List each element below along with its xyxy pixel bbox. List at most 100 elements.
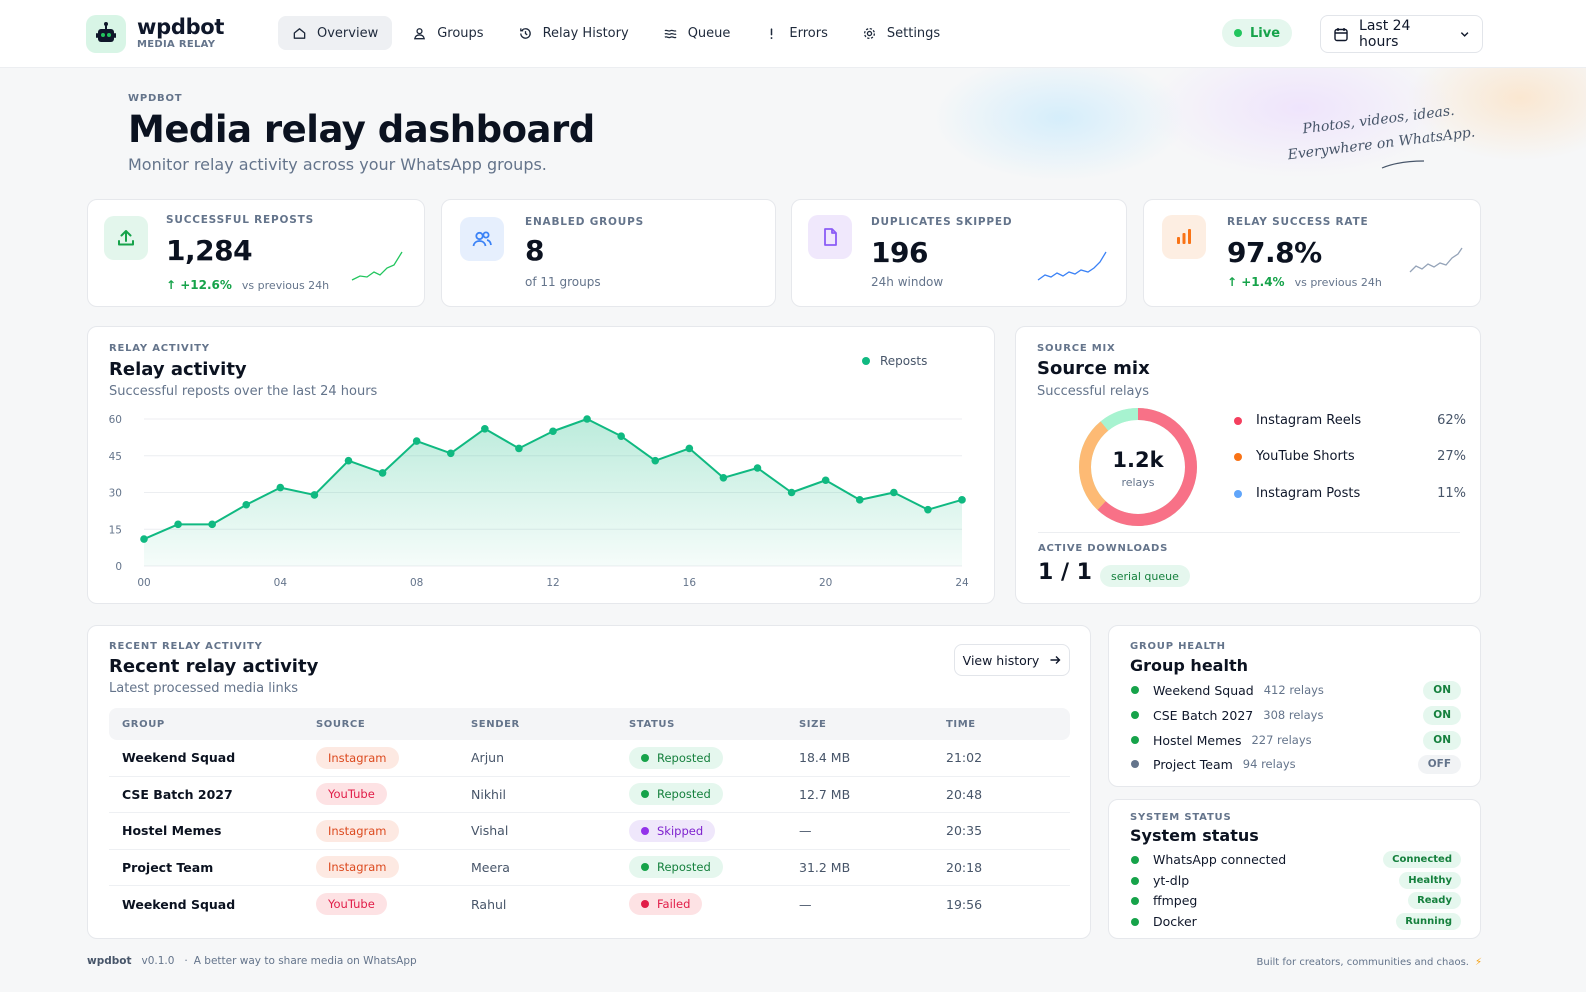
group-health-item[interactable]: CSE Batch 2027 308 relays ON <box>1131 705 1461 725</box>
nav-queue[interactable]: Queue <box>649 16 745 50</box>
stat-card-groups: ENABLED GROUPS 8 of 11 groups <box>441 199 776 307</box>
status-dot-icon <box>1131 711 1139 719</box>
gear-icon <box>863 27 875 39</box>
y-tick-label: 15 <box>109 524 122 536</box>
system-state-badge: Healthy <box>1399 872 1461 889</box>
status-label: Reposted <box>657 750 711 765</box>
status-dot-icon <box>1131 760 1139 768</box>
cell-size: — <box>799 823 812 839</box>
stat-label: SUCCESSFUL REPOSTS <box>166 214 314 226</box>
donut-center-label: relays <box>1121 476 1155 489</box>
cell-sender: Meera <box>471 859 510 875</box>
group-toggle-badge[interactable]: ON <box>1423 705 1461 725</box>
data-point <box>208 520 216 529</box>
table-row[interactable]: Project Team Instagram Meera Reposted 31… <box>109 850 1070 886</box>
table-row[interactable]: Hostel Memes Instagram Vishal Skipped — … <box>109 813 1070 850</box>
group-health-item[interactable]: Weekend Squad 412 relays ON <box>1131 680 1461 700</box>
footer-motto: Built for creators, communities and chao… <box>1256 957 1469 968</box>
stat-foot-text: vs previous 24h <box>1294 275 1382 289</box>
sparkline <box>1037 251 1107 281</box>
status-dot-icon <box>641 826 649 835</box>
system-status-item: ffmpeg Ready <box>1131 891 1461 910</box>
stat-value: 97.8% <box>1227 236 1322 269</box>
stat-foot: ↑ +12.6% vs previous 24h <box>166 278 329 292</box>
view-history-button[interactable]: View history <box>954 644 1070 676</box>
section-title: Group health <box>1130 656 1248 675</box>
home-icon <box>293 27 306 39</box>
chevron-down-icon <box>1460 32 1469 37</box>
stat-delta: +12.6% <box>180 278 232 292</box>
table-row[interactable]: CSE Batch 2027 YouTube Nikhil Reposted 1… <box>109 777 1070 813</box>
robot-logo-icon[interactable] <box>86 15 126 53</box>
stat-card-duplicates: DUPLICATES SKIPPED 196 24h window <box>791 199 1127 307</box>
nav-groups[interactable]: Groups <box>398 16 497 50</box>
brand: wpdbot MEDIA RELAY <box>137 15 224 51</box>
table-row[interactable]: Weekend Squad YouTube Rahul Failed — 19:… <box>109 886 1070 923</box>
stat-card-success-rate: RELAY SUCCESS RATE 97.8% ↑ +1.4% vs prev… <box>1143 199 1481 307</box>
history-icon <box>519 27 531 39</box>
group-toggle-badge[interactable]: OFF <box>1417 754 1461 774</box>
section-subtitle: Successful reposts over the last 24 hour… <box>109 384 378 399</box>
section-eyebrow: RECENT RELAY ACTIVITY <box>109 641 263 652</box>
source-legend-item: Instagram Reels 62% <box>1234 413 1466 428</box>
lightning-icon: ⚡ <box>1474 957 1482 968</box>
stat-label: DUPLICATES SKIPPED <box>871 216 1013 228</box>
cell-time: 21:02 <box>946 750 983 766</box>
nav-queue-label: Queue <box>687 25 731 41</box>
section-title: Recent relay activity <box>109 656 319 677</box>
cell-time: 19:56 <box>946 896 983 912</box>
nav-overview[interactable]: Overview <box>278 16 393 50</box>
stat-delta: +1.4% <box>1241 275 1285 289</box>
status-dot-icon <box>1131 855 1139 864</box>
source-legend-item: Instagram Posts 11% <box>1234 486 1466 501</box>
group-relays: 94 relays <box>1242 757 1296 771</box>
table-row[interactable]: Weekend Squad Instagram Arjun Reposted 1… <box>109 740 1070 777</box>
data-point <box>242 500 251 509</box>
data-point <box>276 483 285 492</box>
cell-size: 12.7 MB <box>799 786 851 802</box>
time-range-select[interactable]: Last 24 hours <box>1320 15 1483 53</box>
status-label: Reposted <box>657 860 711 875</box>
group-toggle-badge[interactable]: ON <box>1423 730 1461 750</box>
stat-foot-text: of 11 groups <box>525 275 601 289</box>
status-badge: Reposted <box>629 783 723 806</box>
section-title: Relay activity <box>109 359 247 380</box>
cell-group: Hostel Memes <box>122 823 222 839</box>
cell-group: Weekend Squad <box>122 750 236 766</box>
legend-percent: 11% <box>1437 486 1466 501</box>
data-point <box>583 415 591 423</box>
system-status-item: WhatsApp connected Connected <box>1131 850 1461 869</box>
group-health-item[interactable]: Project Team 94 relays OFF <box>1131 754 1461 774</box>
group-name: Project Team <box>1153 756 1233 772</box>
footer-tagline: A better way to share media on WhatsApp <box>193 955 417 967</box>
stat-label: ENABLED GROUPS <box>525 216 644 228</box>
cell-size: 18.4 MB <box>799 750 851 766</box>
data-point <box>549 427 557 436</box>
x-tick-label: 16 <box>683 577 697 589</box>
active-downloads-label: ACTIVE DOWNLOADS <box>1038 543 1169 554</box>
data-point <box>344 456 353 465</box>
group-name: Hostel Memes <box>1153 732 1242 748</box>
x-tick-label: 08 <box>410 577 423 589</box>
source-badge: Instagram <box>316 746 399 769</box>
nav-errors[interactable]: Errors <box>750 16 841 50</box>
status-badge: Skipped <box>629 819 716 842</box>
file-icon <box>808 215 852 259</box>
group-health-item[interactable]: Hostel Memes 227 relays ON <box>1131 730 1461 750</box>
nav-settings[interactable]: Settings <box>848 16 954 50</box>
group-name: Weekend Squad <box>1153 682 1254 698</box>
system-state-badge: Connected <box>1383 851 1461 868</box>
x-tick-label: 12 <box>546 577 559 589</box>
nav-overview-label: Overview <box>317 25 379 41</box>
chart-legend: Reposts <box>862 354 927 368</box>
column-header: SOURCE <box>316 718 366 730</box>
y-tick-label: 45 <box>109 451 122 463</box>
group-relays: 227 relays <box>1251 733 1312 747</box>
column-header: SIZE <box>799 718 827 730</box>
system-name: WhatsApp connected <box>1153 852 1287 867</box>
nav-relay-history[interactable]: Relay History <box>504 16 643 50</box>
group-toggle-badge[interactable]: ON <box>1423 680 1461 700</box>
section-eyebrow: RELAY ACTIVITY <box>109 343 210 354</box>
sparkline <box>1409 247 1463 273</box>
cell-group: CSE Batch 2027 <box>122 786 233 802</box>
